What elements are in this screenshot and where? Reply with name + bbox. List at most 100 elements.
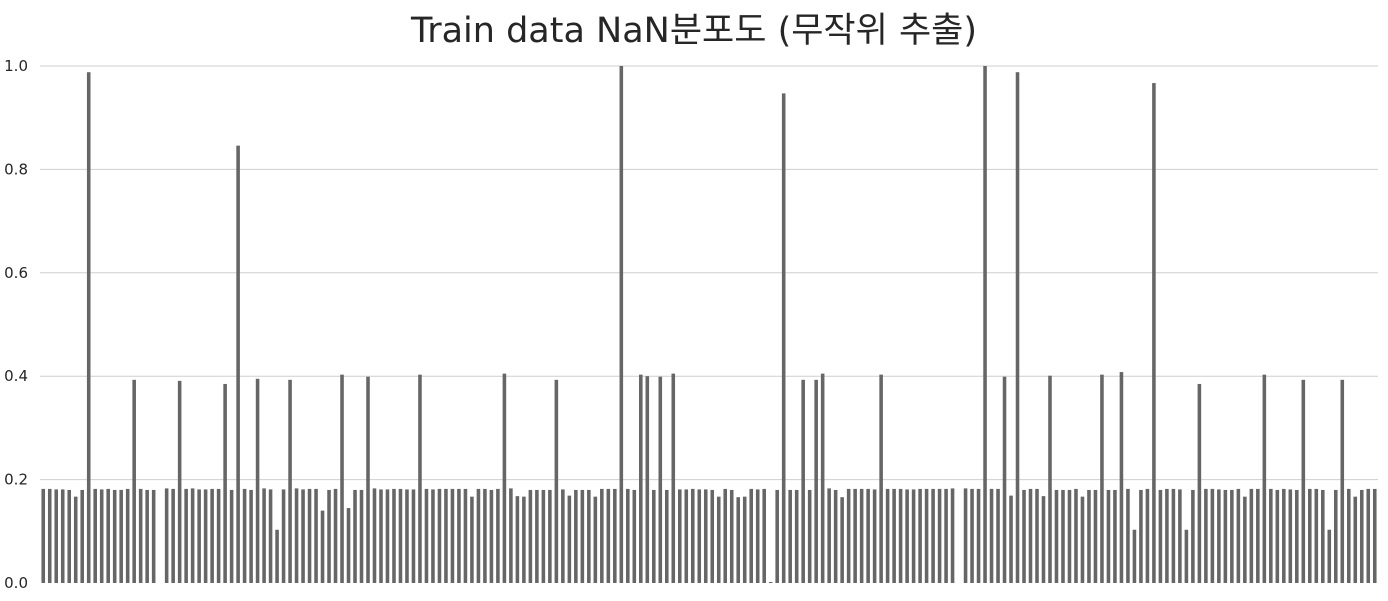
bar xyxy=(431,489,435,583)
bar xyxy=(1028,488,1033,583)
bar xyxy=(840,497,844,583)
y-tick-label: 1.0 xyxy=(4,57,28,75)
bar xyxy=(411,489,416,583)
bar xyxy=(665,489,669,583)
bar xyxy=(262,488,266,583)
bar xyxy=(424,488,429,583)
bar xyxy=(418,374,422,583)
bar xyxy=(820,373,825,583)
bar xyxy=(93,488,97,583)
bar xyxy=(366,376,370,583)
bar xyxy=(989,488,994,583)
bar xyxy=(567,495,572,583)
bar xyxy=(242,488,247,583)
bar xyxy=(1314,488,1319,583)
bar xyxy=(489,489,494,583)
bar xyxy=(807,489,812,583)
bar xyxy=(911,489,916,583)
bar xyxy=(1204,488,1208,583)
bar xyxy=(866,488,870,583)
bar xyxy=(1178,489,1182,583)
bar xyxy=(996,488,1000,583)
bar xyxy=(1321,489,1325,583)
bar xyxy=(1041,496,1046,583)
bar xyxy=(216,488,221,583)
bar xyxy=(1340,379,1345,583)
bar xyxy=(1067,489,1072,583)
bar xyxy=(1009,495,1013,583)
bar xyxy=(710,489,715,583)
bar xyxy=(457,488,461,583)
bar xyxy=(450,488,455,583)
bar xyxy=(119,489,123,583)
bar xyxy=(1152,83,1156,583)
bar xyxy=(353,489,357,583)
bar xyxy=(723,488,728,583)
bar xyxy=(1100,374,1104,583)
bar xyxy=(600,488,604,583)
bar xyxy=(1301,379,1306,583)
bar xyxy=(333,488,338,583)
bar xyxy=(281,489,286,583)
bar xyxy=(892,488,896,583)
bar xyxy=(593,496,598,583)
bar xyxy=(80,489,84,583)
bar-layer xyxy=(41,66,1377,584)
bar xyxy=(535,489,539,583)
bar xyxy=(1372,488,1377,583)
bar xyxy=(509,488,513,583)
bar xyxy=(470,496,474,583)
bar xyxy=(554,379,559,583)
bar xyxy=(1262,374,1267,583)
bar xyxy=(1184,529,1189,583)
bar xyxy=(1002,376,1007,583)
bar xyxy=(1243,496,1247,583)
bar xyxy=(937,488,942,583)
bar xyxy=(690,488,695,583)
bar xyxy=(164,488,169,583)
bar xyxy=(1308,488,1312,583)
bar xyxy=(1230,489,1234,583)
bar xyxy=(1126,488,1130,583)
bar xyxy=(255,378,260,583)
bar xyxy=(729,489,734,583)
bar xyxy=(1145,488,1150,583)
bar xyxy=(320,510,325,583)
bar xyxy=(1288,489,1293,583)
bar xyxy=(658,376,663,583)
bar xyxy=(736,497,741,583)
bar xyxy=(1119,372,1124,583)
bar xyxy=(671,373,676,583)
bar xyxy=(716,496,721,583)
bar xyxy=(781,93,786,584)
bar xyxy=(307,488,312,583)
bar xyxy=(1048,375,1052,583)
bar xyxy=(541,489,546,583)
bar xyxy=(1015,72,1020,583)
bar xyxy=(73,496,78,583)
bar xyxy=(483,488,487,583)
bar xyxy=(885,488,890,583)
bar xyxy=(171,488,175,583)
bar xyxy=(613,488,617,583)
y-tick-label: 0.4 xyxy=(4,367,28,385)
bar xyxy=(138,488,143,583)
bar xyxy=(1171,488,1176,583)
bar xyxy=(1295,489,1299,583)
bar xyxy=(626,488,630,583)
bar xyxy=(522,496,526,583)
bar xyxy=(606,488,611,583)
bar xyxy=(288,379,292,583)
y-tick-label: 0.8 xyxy=(4,160,28,178)
bar xyxy=(1054,489,1059,583)
bar xyxy=(1217,489,1221,583)
bar xyxy=(1353,496,1358,583)
bar xyxy=(846,488,851,583)
bar xyxy=(1327,529,1332,583)
bar xyxy=(502,373,507,583)
bar xyxy=(47,488,52,583)
bar xyxy=(976,488,981,583)
bar xyxy=(859,488,864,583)
